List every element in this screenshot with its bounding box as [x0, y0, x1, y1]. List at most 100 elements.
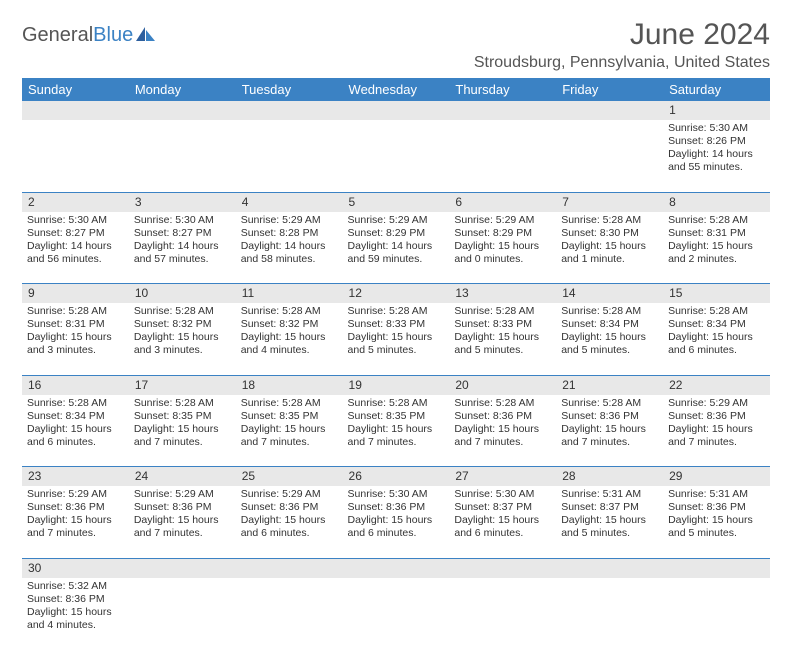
day-cell: Sunrise: 5:30 AMSunset: 8:26 PMDaylight:… [663, 120, 770, 192]
day-detail-line: and 5 minutes. [454, 344, 551, 357]
day-detail-line: Sunset: 8:37 PM [561, 501, 658, 514]
day-detail-line: Sunset: 8:36 PM [27, 593, 124, 606]
day-detail-line: Daylight: 14 hours [241, 240, 338, 253]
day-detail-line: and 3 minutes. [134, 344, 231, 357]
day-number [129, 558, 236, 578]
location: Stroudsburg, Pennsylvania, United States [474, 54, 770, 72]
day-detail-line: Daylight: 15 hours [134, 331, 231, 344]
day-detail-line: Sunset: 8:34 PM [668, 318, 765, 331]
day-detail-line: Sunrise: 5:30 AM [348, 488, 445, 501]
day-detail-line: and 3 minutes. [27, 344, 124, 357]
day-detail-line: Sunset: 8:32 PM [241, 318, 338, 331]
day-detail-line: Daylight: 15 hours [561, 514, 658, 527]
day-detail-line: and 6 minutes. [454, 527, 551, 540]
day-number: 2 [22, 192, 129, 212]
day-detail-line: Sunrise: 5:28 AM [561, 214, 658, 227]
day-number: 20 [449, 375, 556, 395]
day-detail-line: Sunrise: 5:32 AM [27, 580, 124, 593]
day-detail-line: Sunset: 8:37 PM [454, 501, 551, 514]
daynum-row: 1 [22, 101, 770, 120]
day-cell [449, 578, 556, 650]
day-detail-line: Daylight: 15 hours [561, 331, 658, 344]
day-cell: Sunrise: 5:28 AMSunset: 8:32 PMDaylight:… [129, 303, 236, 375]
week-row: Sunrise: 5:28 AMSunset: 8:31 PMDaylight:… [22, 303, 770, 375]
day-detail-line: Sunrise: 5:30 AM [454, 488, 551, 501]
day-detail-line: Sunrise: 5:30 AM [668, 122, 765, 135]
day-detail-line: Sunset: 8:29 PM [348, 227, 445, 240]
day-detail-line: and 57 minutes. [134, 253, 231, 266]
day-detail-line: Daylight: 15 hours [348, 514, 445, 527]
day-number [236, 101, 343, 120]
day-number: 8 [663, 192, 770, 212]
day-detail-line: Daylight: 15 hours [454, 240, 551, 253]
day-number: 14 [556, 284, 663, 304]
day-detail-line: Daylight: 15 hours [348, 331, 445, 344]
daynum-row: 16171819202122 [22, 375, 770, 395]
day-cell: Sunrise: 5:28 AMSunset: 8:35 PMDaylight:… [129, 395, 236, 467]
day-cell: Sunrise: 5:28 AMSunset: 8:30 PMDaylight:… [556, 212, 663, 284]
day-cell: Sunrise: 5:30 AMSunset: 8:27 PMDaylight:… [22, 212, 129, 284]
day-cell [449, 120, 556, 192]
day-detail-line: Sunrise: 5:30 AM [27, 214, 124, 227]
day-detail-line: Sunset: 8:28 PM [241, 227, 338, 240]
day-number: 27 [449, 467, 556, 487]
logo-text-2: Blue [93, 24, 133, 47]
day-detail-line: Daylight: 15 hours [668, 423, 765, 436]
daynum-row: 30 [22, 558, 770, 578]
day-detail-line: Sunset: 8:31 PM [27, 318, 124, 331]
day-number: 30 [22, 558, 129, 578]
day-detail-line: Sunrise: 5:28 AM [561, 397, 658, 410]
day-detail-line: Daylight: 14 hours [134, 240, 231, 253]
day-cell [129, 120, 236, 192]
day-number: 10 [129, 284, 236, 304]
daynum-row: 23242526272829 [22, 467, 770, 487]
day-cell [129, 578, 236, 650]
day-detail-line: Daylight: 15 hours [27, 514, 124, 527]
weekday-header: Thursday [449, 78, 556, 101]
day-detail-line: Sunrise: 5:28 AM [241, 305, 338, 318]
day-number: 18 [236, 375, 343, 395]
day-number: 12 [343, 284, 450, 304]
day-number: 24 [129, 467, 236, 487]
day-detail-line: and 7 minutes. [561, 436, 658, 449]
day-detail-line: Sunrise: 5:30 AM [134, 214, 231, 227]
day-detail-line: Sunset: 8:33 PM [454, 318, 551, 331]
day-cell: Sunrise: 5:31 AMSunset: 8:37 PMDaylight:… [556, 486, 663, 558]
calendar-body: 1Sunrise: 5:30 AMSunset: 8:26 PMDaylight… [22, 101, 770, 650]
day-cell [236, 578, 343, 650]
day-cell: Sunrise: 5:28 AMSunset: 8:34 PMDaylight:… [556, 303, 663, 375]
day-cell: Sunrise: 5:28 AMSunset: 8:34 PMDaylight:… [663, 303, 770, 375]
day-detail-line: Sunrise: 5:28 AM [668, 305, 765, 318]
day-detail-line: Sunset: 8:34 PM [561, 318, 658, 331]
day-cell: Sunrise: 5:28 AMSunset: 8:35 PMDaylight:… [236, 395, 343, 467]
day-cell: Sunrise: 5:28 AMSunset: 8:31 PMDaylight:… [22, 303, 129, 375]
day-number: 9 [22, 284, 129, 304]
day-detail-line: Daylight: 15 hours [241, 331, 338, 344]
day-number: 29 [663, 467, 770, 487]
daynum-row: 2345678 [22, 192, 770, 212]
day-detail-line: and 2 minutes. [668, 253, 765, 266]
day-detail-line: Sunrise: 5:29 AM [348, 214, 445, 227]
day-detail-line: Daylight: 15 hours [668, 514, 765, 527]
day-detail-line: and 7 minutes. [27, 527, 124, 540]
weekday-header: Saturday [663, 78, 770, 101]
day-cell: Sunrise: 5:28 AMSunset: 8:33 PMDaylight:… [449, 303, 556, 375]
day-detail-line: and 58 minutes. [241, 253, 338, 266]
day-detail-line: Sunset: 8:36 PM [241, 501, 338, 514]
day-detail-line: Sunrise: 5:28 AM [27, 305, 124, 318]
day-detail-line: Sunset: 8:36 PM [27, 501, 124, 514]
day-detail-line: Sunrise: 5:29 AM [134, 488, 231, 501]
day-cell: Sunrise: 5:30 AMSunset: 8:36 PMDaylight:… [343, 486, 450, 558]
day-cell: Sunrise: 5:29 AMSunset: 8:36 PMDaylight:… [663, 395, 770, 467]
day-detail-line: and 5 minutes. [561, 344, 658, 357]
day-number: 4 [236, 192, 343, 212]
day-detail-line: and 7 minutes. [668, 436, 765, 449]
day-cell: Sunrise: 5:28 AMSunset: 8:34 PMDaylight:… [22, 395, 129, 467]
day-number: 22 [663, 375, 770, 395]
day-detail-line: and 7 minutes. [134, 436, 231, 449]
day-detail-line: Sunset: 8:31 PM [668, 227, 765, 240]
day-detail-line: Sunrise: 5:29 AM [668, 397, 765, 410]
day-detail-line: Sunrise: 5:28 AM [454, 397, 551, 410]
day-number: 15 [663, 284, 770, 304]
calendar-table: Sunday Monday Tuesday Wednesday Thursday… [22, 78, 770, 650]
